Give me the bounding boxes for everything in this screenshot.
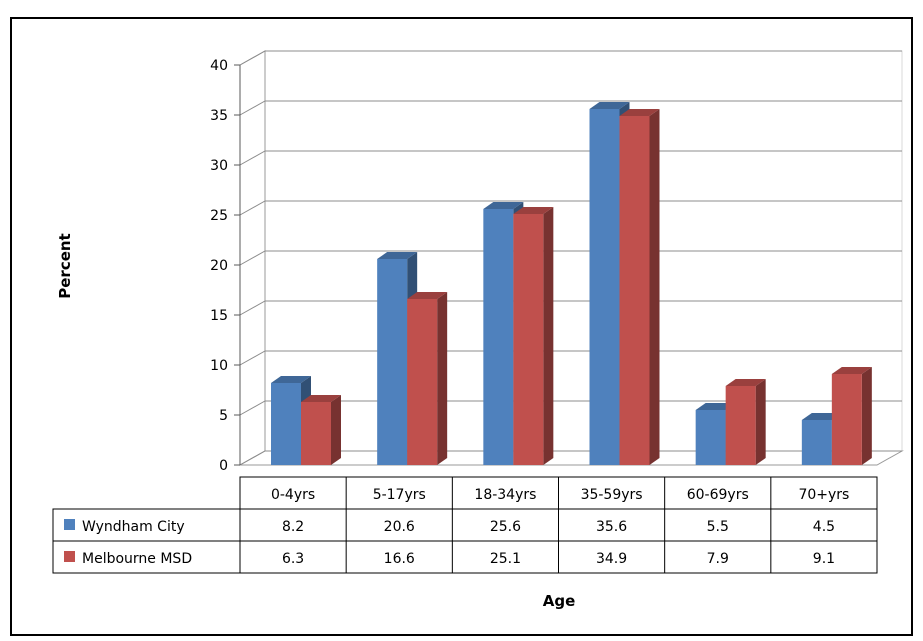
y-tick-label: 30 [210,158,228,174]
data-value-label: 34.9 [596,551,627,567]
bar-side [649,109,660,465]
bar [377,259,408,465]
data-value-label: 20.6 [384,519,415,535]
gridline [239,400,902,416]
gridline [239,350,902,366]
legend-swatch [64,551,75,562]
category-label: 70+yrs [798,487,849,503]
gridline [239,100,902,116]
gridline [239,450,902,466]
y-tick-label: 20 [210,258,228,274]
bar [513,214,544,465]
bar-top [725,379,766,386]
bar [801,420,832,465]
legend-label: Wyndham City [82,519,185,535]
data-value-label: 8.2 [282,519,304,535]
data-value-label: 16.6 [384,551,415,567]
category-label: 60-69yrs [687,487,749,503]
bar-top [271,376,311,383]
bar [407,299,438,465]
bar-top [589,102,630,109]
y-tick-label: 40 [210,58,228,74]
bar-side [861,367,872,465]
x-axis-title: Age [543,592,576,610]
data-value-label: 35.6 [596,519,627,535]
data-value-label: 7.9 [707,551,729,567]
bar [483,209,514,465]
data-value-label: 6.3 [282,551,304,567]
bar [695,410,726,465]
bar [725,386,756,465]
bar-top [619,109,660,116]
gridline [239,200,902,216]
bar-side [543,207,554,465]
bar-side [331,395,341,465]
bar [831,374,862,465]
bar-side [437,292,448,465]
bar-side [755,379,766,465]
bar-top [513,207,554,214]
table-row [52,540,878,574]
table-row [52,508,878,542]
bar [271,383,301,465]
data-value-label: 5.5 [707,519,729,535]
data-value-label: 4.5 [813,519,835,535]
y-tick-label: 5 [219,408,228,424]
y-tick-label: 15 [210,308,228,324]
bar [619,116,650,465]
gridline [239,150,902,166]
bar-top [377,252,418,259]
bar-top [483,202,524,209]
y-tick-label: 0 [219,458,228,474]
category-label: 35-59yrs [581,487,643,503]
bar-top [301,395,341,402]
y-tick-label: 10 [210,358,228,374]
bar-top [831,367,872,374]
y-axis-title: Percent [56,233,74,298]
category-label: 18-34yrs [474,487,536,503]
bar [301,402,331,465]
gridline [239,250,902,266]
data-value-label: 25.1 [490,551,521,567]
data-value-label: 9.1 [813,551,835,567]
y-tick-label: 25 [210,208,228,224]
bar-top [407,292,448,299]
category-label: 5-17yrs [373,487,426,503]
data-value-label: 25.6 [490,519,521,535]
bar [589,109,620,465]
gridline [239,300,902,316]
y-tick-label: 35 [210,108,228,124]
category-label: 0-4yrs [271,487,315,503]
legend-label: Melbourne MSD [82,551,192,567]
legend-swatch [64,519,75,530]
gridline [239,50,902,66]
